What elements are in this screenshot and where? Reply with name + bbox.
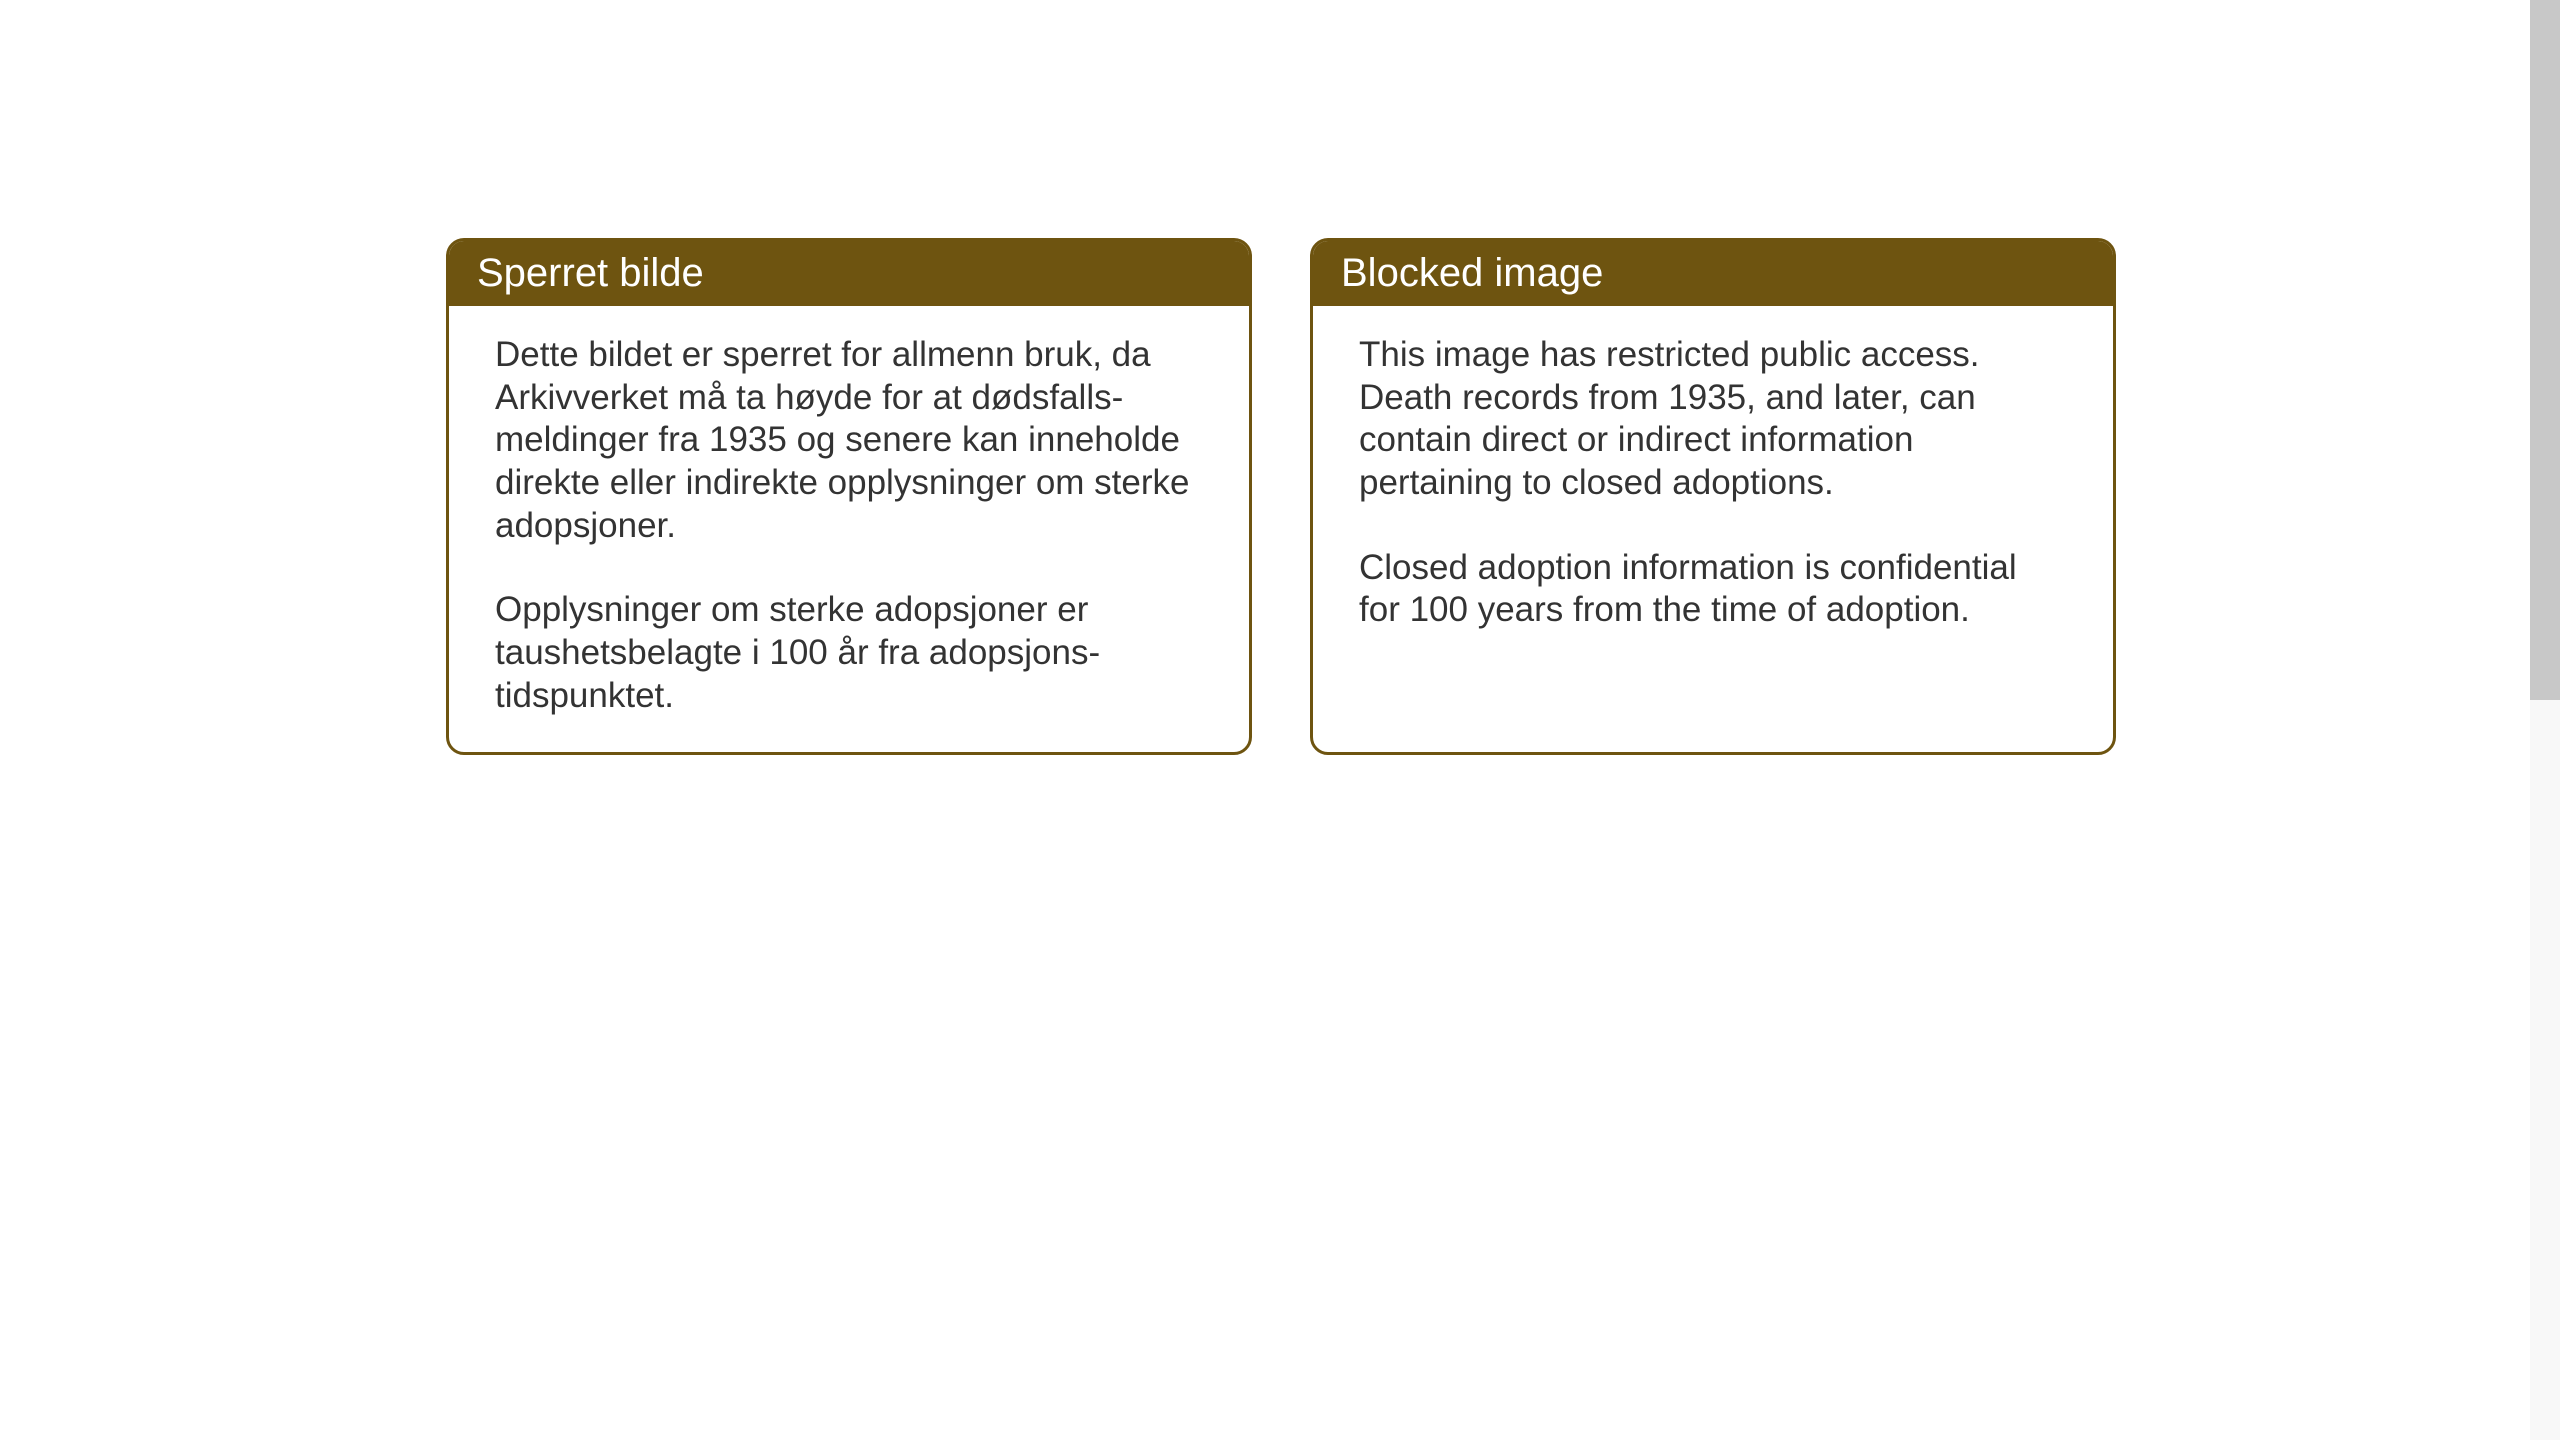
english-notice-box: Blocked image This image has restricted … — [1310, 238, 2116, 755]
english-notice-body: This image has restricted public access.… — [1313, 306, 2113, 666]
english-paragraph-2: Closed adoption information is confident… — [1359, 547, 2067, 632]
norwegian-paragraph-1: Dette bildet er sperret for allmenn bruk… — [495, 334, 1203, 547]
vertical-scrollbar-track[interactable] — [2530, 0, 2560, 1440]
notice-container: Sperret bilde Dette bildet er sperret fo… — [446, 238, 2116, 755]
english-notice-title: Blocked image — [1313, 241, 2113, 306]
norwegian-notice-body: Dette bildet er sperret for allmenn bruk… — [449, 306, 1249, 752]
norwegian-paragraph-2: Opplysninger om sterke adopsjoner er tau… — [495, 589, 1203, 717]
norwegian-notice-title: Sperret bilde — [449, 241, 1249, 306]
vertical-scrollbar-thumb[interactable] — [2530, 0, 2560, 700]
norwegian-notice-box: Sperret bilde Dette bildet er sperret fo… — [446, 238, 1252, 755]
english-paragraph-1: This image has restricted public access.… — [1359, 334, 2067, 505]
